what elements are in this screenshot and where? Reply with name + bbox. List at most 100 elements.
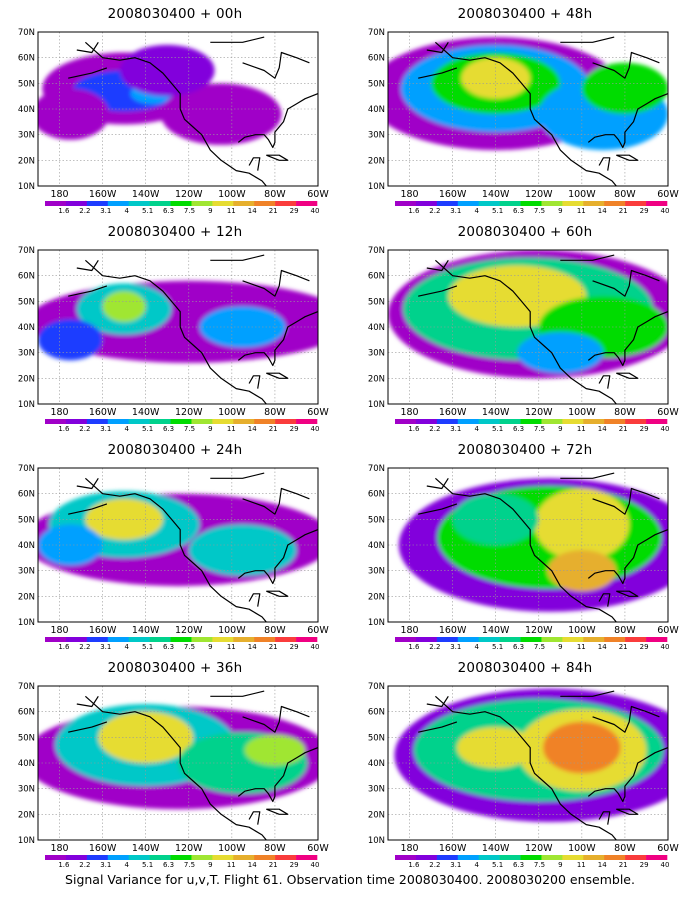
lon-tick-label: 180 <box>400 843 418 854</box>
lat-tick-label: 70N <box>18 28 35 38</box>
lat-tick-label: 50N <box>18 297 35 307</box>
lon-tick-label: 140W <box>482 407 510 418</box>
colorbar-label: 7.5 <box>184 207 195 215</box>
lat-tick-label: 10N <box>368 400 385 410</box>
lat-tick-label: 50N <box>18 733 35 743</box>
colorbar-label: 11 <box>227 643 236 651</box>
colorbar-swatch <box>478 201 500 206</box>
colorbar-swatch <box>520 419 542 424</box>
colorbar-swatch <box>625 637 647 642</box>
coastline <box>242 269 310 297</box>
colorbar-swatch <box>45 419 67 424</box>
colorbar-swatch <box>45 201 67 206</box>
lat-tick-label: 60N <box>18 54 35 64</box>
colorbar-label: 11 <box>577 861 586 869</box>
lon-tick-label: 160W <box>439 843 467 854</box>
colorbar-swatch <box>457 419 479 424</box>
colorbar-swatch <box>233 419 255 424</box>
lat-tick-label: 60N <box>368 54 385 64</box>
map-panel: 2008030400 + 12h 70N 60N 50N 40N 30N 20N 10N 180… <box>0 218 350 436</box>
lat-tick-label: 30N <box>368 131 385 141</box>
colorbar-label: 1.6 <box>58 861 70 869</box>
coastline <box>616 372 639 379</box>
colorbar-label: 5.1 <box>492 207 503 215</box>
colorbar-swatch <box>583 419 605 424</box>
colorbar-label: 4 <box>474 861 479 869</box>
colorbar-label: 9 <box>208 643 212 651</box>
lon-tick-label: 120W <box>525 407 553 418</box>
colorbar-swatch <box>415 637 438 642</box>
colorbar-swatch <box>646 201 668 206</box>
colorbar-swatch <box>415 201 438 206</box>
coastline <box>587 747 668 803</box>
lon-tick-label: 100W <box>568 843 596 854</box>
colorbar-label: 21 <box>269 643 278 651</box>
colorbar-label: 6.3 <box>513 861 524 869</box>
colorbar-label: 21 <box>619 861 628 869</box>
coastline <box>616 590 639 597</box>
coastline <box>434 477 618 622</box>
coastline <box>418 503 458 515</box>
coastline <box>248 157 261 171</box>
lon-tick-label: 120W <box>175 189 203 200</box>
lat-tick-label: 60N <box>368 708 385 718</box>
lat-tick-label: 20N <box>18 810 35 820</box>
colorbar-label: 2.2 <box>429 207 440 215</box>
colorbar-label: 11 <box>227 207 236 215</box>
colorbar-swatch <box>128 637 150 642</box>
lat-tick-label: 30N <box>368 567 385 577</box>
lat-tick-label: 60N <box>18 490 35 500</box>
lon-tick-label: 180 <box>50 843 68 854</box>
colorbar-swatch <box>646 637 668 642</box>
colorbar-label: 29 <box>290 861 299 869</box>
panel-title: 2008030400 + 48h <box>457 6 593 22</box>
coastline <box>616 154 639 161</box>
field-contour <box>38 319 103 361</box>
lon-tick-label: 120W <box>175 625 203 636</box>
colorbar-swatch <box>212 855 234 860</box>
lat-tick-label: 70N <box>368 28 385 38</box>
colorbar-swatch <box>562 637 584 642</box>
coastline <box>242 705 310 733</box>
map-panel: 2008030400 + 24h 70N 60N 50N 40N 30N 20N 10N 180… <box>0 436 350 654</box>
panel-title: 2008030400 + 24h <box>107 442 243 458</box>
colorbar-label: 14 <box>598 861 607 869</box>
lat-tick-label: 20N <box>18 592 35 602</box>
colorbar-swatch <box>65 855 88 860</box>
colorbar-label: 21 <box>269 425 278 433</box>
colorbar-label: 14 <box>598 643 607 651</box>
colorbar-swatch <box>395 855 417 860</box>
colorbar-swatch <box>170 419 192 424</box>
colorbar-label: 40 <box>661 861 670 869</box>
colorbar-swatch <box>436 855 459 860</box>
colorbar-label: 1.6 <box>408 207 420 215</box>
colorbar-swatch <box>436 419 459 424</box>
colorbar-swatch <box>212 201 234 206</box>
lon-tick-label: 180 <box>50 407 68 418</box>
lat-tick-label: 30N <box>18 785 35 795</box>
colorbar-label: 29 <box>290 207 299 215</box>
lon-tick-label: 140W <box>132 625 160 636</box>
coastline <box>68 67 108 79</box>
field-contour <box>98 711 194 763</box>
colorbar-label: 6.3 <box>513 643 524 651</box>
colorbar-label: 14 <box>598 207 607 215</box>
lon-tick-label: 80W <box>614 843 636 854</box>
coastline <box>266 154 289 161</box>
colorbar-label: 5.1 <box>142 207 153 215</box>
colorbar-label: 29 <box>290 643 299 651</box>
coastline <box>266 372 289 379</box>
colorbar-label: 7.5 <box>184 425 195 433</box>
colorbar-swatch <box>562 419 584 424</box>
lon-tick-label: 140W <box>482 189 510 200</box>
coastline <box>210 36 265 43</box>
lon-tick-label: 100W <box>218 407 246 418</box>
colorbar-label: 9 <box>558 861 562 869</box>
colorbar-label: 9 <box>558 643 562 651</box>
colorbar-label: 40 <box>311 425 320 433</box>
lat-tick-label: 50N <box>368 79 385 89</box>
colorbar-label: 40 <box>311 861 320 869</box>
colorbar-label: 7.5 <box>534 861 545 869</box>
panel-title: 2008030400 + 72h <box>457 442 593 458</box>
colorbar-swatch <box>191 419 213 424</box>
